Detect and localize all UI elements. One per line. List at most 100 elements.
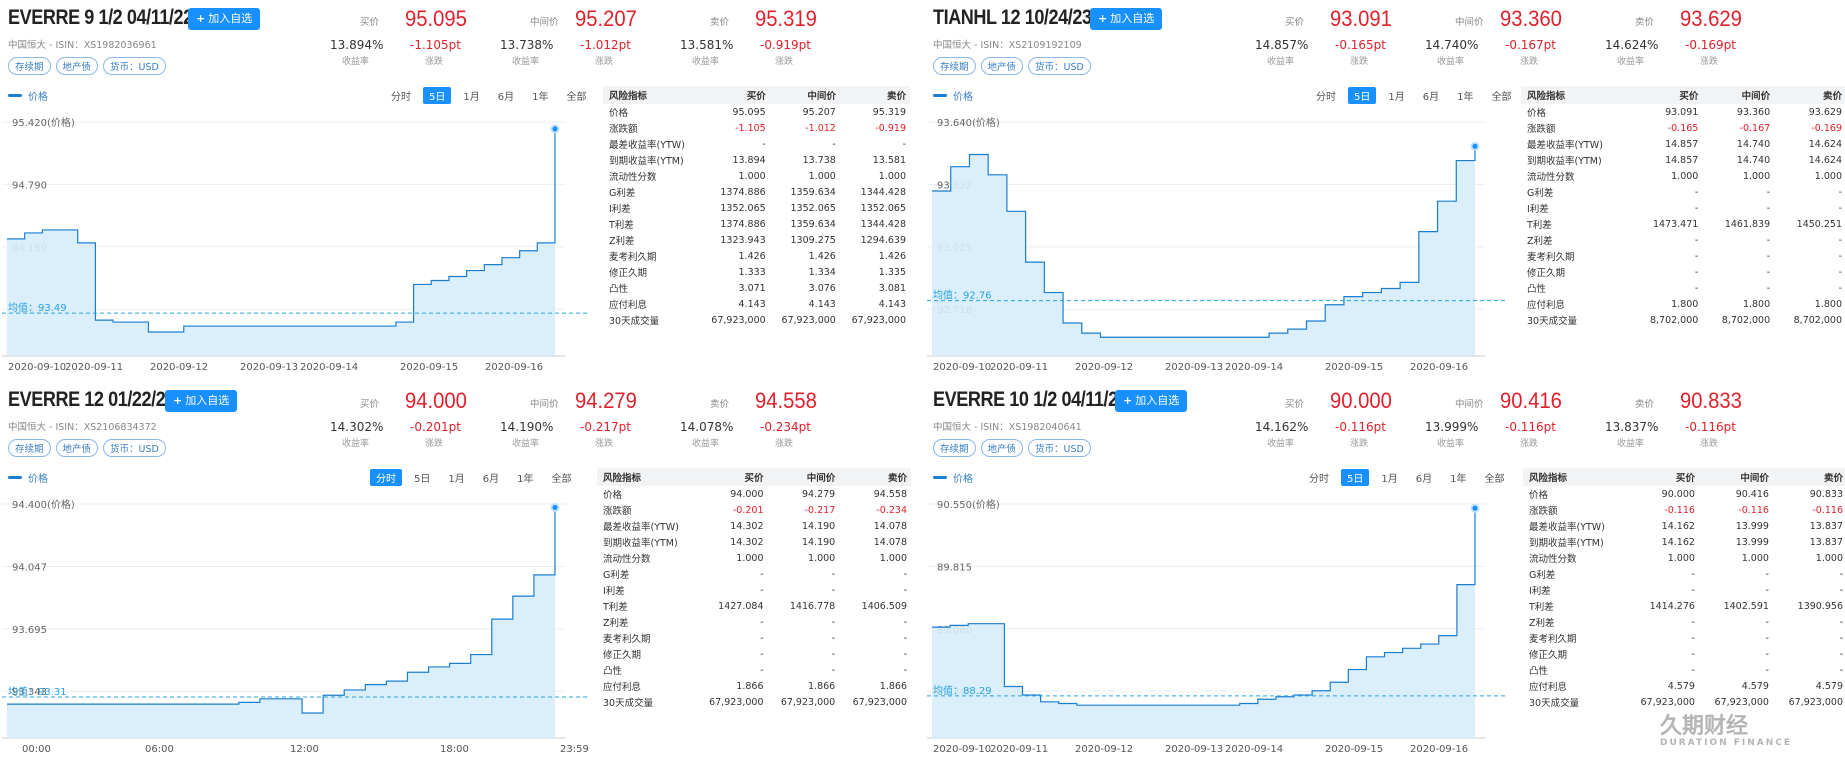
range-button[interactable]: 1年 [517,474,534,485]
risk-metric-label: 应付利息 [1529,682,1568,693]
risk-row: 凸性 - - - [1523,662,1845,678]
range-button[interactable]: 5日 [423,87,452,104]
range-button[interactable]: 1月 [1388,92,1405,103]
bond-tag[interactable]: 地产债 [980,57,1024,75]
risk-metric-value: 1309.275 [790,234,836,246]
x-tick-label: 18:00 [440,744,469,755]
risk-metric-value: - [1766,202,1771,214]
range-button[interactable]: 6月 [482,474,500,485]
add-watchlist-button[interactable]: + 加入自选 [1090,8,1163,30]
range-button[interactable]: 1年 [1457,92,1474,103]
range-button[interactable]: 分时 [391,92,411,103]
latest-price-marker[interactable] [1470,503,1480,513]
risk-header-cell: 风险指标 [1521,86,1631,104]
bond-tag[interactable]: 货币：USD [103,57,166,75]
range-button[interactable]: 5日 [1348,87,1377,104]
bond-tag[interactable]: 存续期 [8,57,51,75]
range-button[interactable]: 全部 [1491,92,1512,103]
chart-legend[interactable]: 价格 [933,88,973,103]
risk-metric-label: 麦考利久期 [603,634,651,645]
risk-metric-value: 1374.886 [720,218,766,230]
risk-metric-label: 到期收益率(YTM) [603,538,678,549]
risk-row: 价格 95.095 95.207 95.319 [603,104,910,120]
range-selector: 分时 5日 1月 6月 1年 全部 [385,87,593,104]
add-watchlist-button[interactable]: + 加入自选 [188,8,261,30]
risk-metric-label: T利差 [609,220,634,231]
bond-tag[interactable]: 地产债 [55,439,99,457]
risk-metric-value: 67,923,000 [852,696,907,708]
bond-tag[interactable]: 货币：USD [103,439,166,457]
mid-change-label: 涨跌 [595,57,614,67]
bond-tag[interactable]: 货币：USD [1028,57,1091,75]
chart-legend[interactable]: 价格 [933,470,973,485]
bid-change-label: 涨跌 [1350,439,1369,449]
range-button[interactable]: 分时 [370,469,402,486]
risk-metric-label: 涨跌额 [609,124,638,135]
range-button[interactable]: 6月 [1415,474,1433,485]
average-label: 均值：93.31 [8,685,67,698]
add-watchlist-button[interactable]: + 加入自选 [165,390,238,412]
risk-metric-label: 流动性分数 [1527,172,1575,183]
risk-row: 流动性分数 1.000 1.000 1.000 [597,550,911,566]
risk-row: 流动性分数 1.000 1.000 1.000 [1521,168,1845,184]
risk-row: 到期收益率(YTM) 14.162 13.999 13.837 [1523,534,1845,550]
risk-metrics-table: 风险指标 买价 中间价 卖价 价格 95.095 95.207 95.319 涨跌额 -1.105… [603,86,910,328]
range-button[interactable]: 1月 [463,92,480,103]
risk-metric-value: 1.000 [1814,170,1842,182]
range-button[interactable]: 5日 [414,474,431,485]
x-tick-label: 2020-09-16 [485,362,543,373]
bond-tag[interactable]: 存续期 [933,439,976,457]
range-button[interactable]: 全部 [1484,474,1505,485]
risk-metric-value: - [1765,664,1769,676]
latest-price-marker[interactable] [550,124,560,134]
bond-tag[interactable]: 存续期 [933,57,976,75]
ask-label: 卖价 [710,399,730,410]
range-button[interactable]: 全部 [551,474,572,485]
range-button[interactable]: 5日 [1341,469,1370,486]
latest-price-marker[interactable] [550,503,560,513]
risk-metric-value: - [1839,584,1843,596]
range-button[interactable]: 分时 [1316,92,1336,103]
risk-metric-label: G利差 [603,570,630,581]
bond-tag[interactable]: 地产债 [55,57,99,75]
bond-tag[interactable]: 地产债 [980,439,1024,457]
risk-metric-value: - [1838,266,1842,278]
risk-header-cell: 买价 [1630,86,1703,104]
risk-row: 麦考利久期 1.426 1.426 1.426 [603,248,910,264]
risk-metric-value: - [1838,234,1842,246]
risk-header-cell: 中间价 [1702,86,1775,104]
risk-metric-value: - [1694,202,1699,214]
add-watchlist-label: 加入自选 [185,394,230,407]
range-selector: 分时 5日 1月 6月 1年 全部 [1310,87,1518,104]
range-button[interactable]: 6月 [1422,92,1440,103]
range-button[interactable]: 1月 [448,474,465,485]
risk-metric-value: 1.000 [879,552,907,564]
risk-metric-label: 修正久期 [1529,650,1568,661]
x-tick-label: 2020-09-12 [1075,744,1133,755]
add-watchlist-button[interactable]: + 加入自选 [1115,390,1188,412]
risk-metrics-table: 风险指标 买价 中间价 卖价 价格 94.000 94.279 94.558 涨跌额 -0.201… [597,468,911,710]
risk-metric-value: 14.740 [1736,138,1771,150]
range-button[interactable]: 1年 [532,92,549,103]
range-button[interactable]: 全部 [566,92,587,103]
bond-tag[interactable]: 存续期 [8,439,51,457]
risk-metric-label: 修正久期 [603,650,642,661]
range-button[interactable]: 1年 [1450,474,1467,485]
risk-row: G利差 1374.886 1359.634 1344.428 [603,184,910,200]
bond-tag[interactable]: 货币：USD [1028,439,1091,457]
range-button[interactable]: 6月 [497,92,515,103]
latest-price-marker[interactable] [1470,141,1480,151]
risk-metric-value: - [832,138,836,150]
risk-metric-value: 4.143 [808,298,836,310]
risk-row: 最差收益率(YTW) 14.162 13.999 13.837 [1523,518,1845,534]
range-button[interactable]: 1月 [1381,474,1398,485]
risk-row: T利差 1414.276 1402.591 1390.956 [1523,598,1845,614]
range-button[interactable]: 分时 [1309,474,1329,485]
chart-legend[interactable]: 价格 [8,88,48,103]
risk-row: T利差 1427.084 1416.778 1406.509 [597,598,911,614]
ask-price: 94.558 [755,388,817,413]
bond-tags: 存续期 地产债 货币：USD [933,439,1091,457]
risk-table-body: 价格 95.095 95.207 95.319 涨跌额 -1.105 -1.012 -0.91… [603,104,910,328]
risk-header-cell: 风险指标 [597,468,696,486]
chart-legend[interactable]: 价格 [8,470,48,485]
